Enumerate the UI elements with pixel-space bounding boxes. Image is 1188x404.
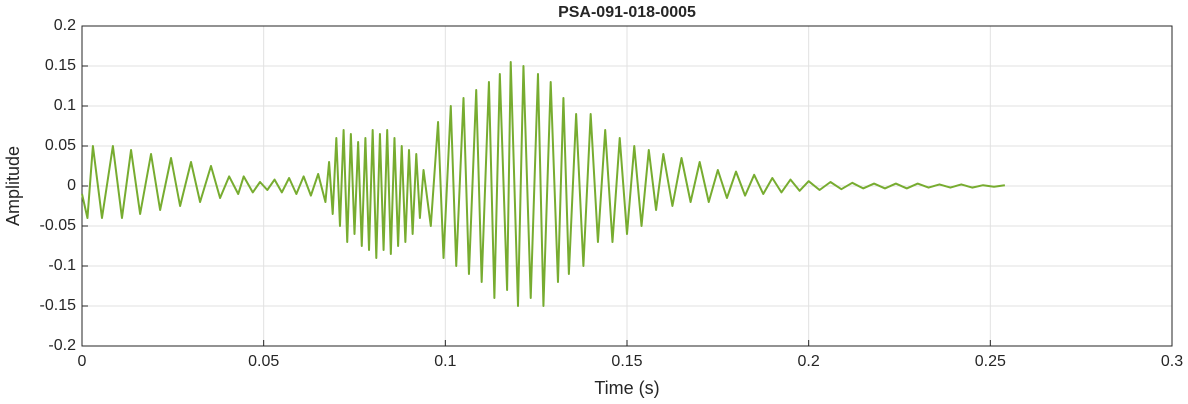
axes-box	[81, 25, 1173, 347]
x-tick-label: 0.2	[798, 353, 820, 370]
chart-title: PSA-091-018-0005	[558, 4, 696, 21]
y-tick-label: 0.05	[45, 137, 76, 154]
y-tick-label: 0.15	[45, 57, 76, 74]
x-tick-label: 0	[78, 353, 87, 370]
x-tick-label: 0.05	[248, 353, 279, 370]
y-tick-label: -0.2	[48, 337, 76, 354]
waveform-line	[81, 61, 1006, 307]
x-tick-label: 0.15	[611, 353, 642, 370]
y-tick-label: 0	[67, 177, 76, 194]
x-axis-label: Time (s)	[594, 378, 659, 398]
x-tick-label: 0.25	[975, 353, 1006, 370]
y-tick-label: -0.15	[40, 297, 77, 314]
x-tick-label: 0.1	[434, 353, 456, 370]
y-tick-label: -0.05	[40, 217, 77, 234]
x-tick-label: 0.3	[1161, 353, 1183, 370]
y-axis-label: Amplitude	[3, 146, 23, 226]
y-tick-label: 0.1	[54, 97, 76, 114]
y-tick-label: 0.2	[54, 17, 76, 34]
y-tick-label: -0.1	[48, 257, 76, 274]
